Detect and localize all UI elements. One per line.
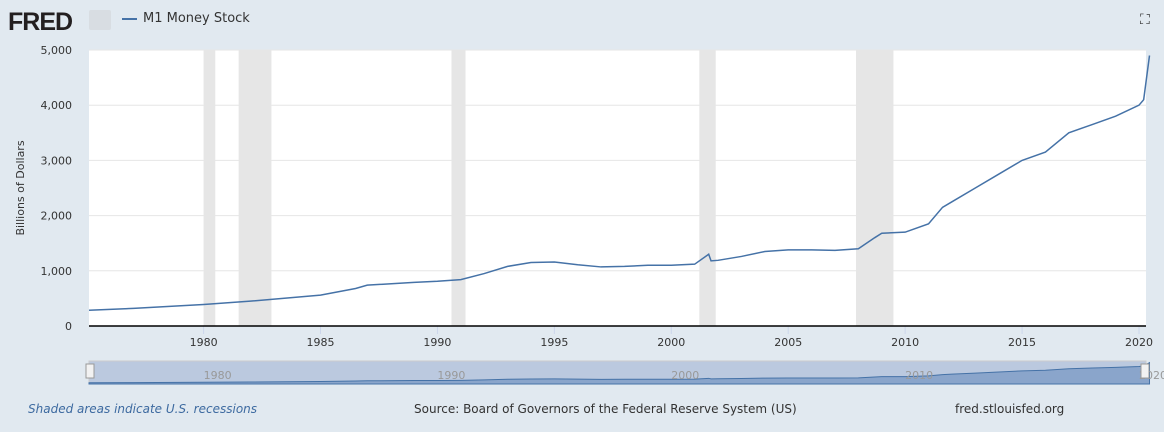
navigator-series	[88, 361, 1151, 385]
fullscreen-icon[interactable]: ⛶	[1140, 12, 1150, 28]
site-link[interactable]: fred.stlouisfed.org	[955, 402, 1065, 416]
chart-trend-icon	[89, 10, 111, 30]
x-tick-label: 2005	[774, 336, 802, 349]
legend-item[interactable]: M1 Money Stock	[122, 11, 250, 26]
y-axis-label: Billions of Dollars	[14, 140, 27, 235]
chart: 0 1,000 2,000 3,000 4,000 5,000 1980 1985 1990 19…	[14, 44, 1164, 385]
x-tick-label: 2015	[1008, 336, 1036, 349]
recession-band	[699, 50, 716, 326]
legend-label: M1 Money Stock	[143, 11, 250, 26]
navigator-handle[interactable]	[85, 363, 95, 379]
y-tick-label: 5,000	[41, 44, 73, 57]
navigator-label: 1990	[437, 369, 465, 382]
recession-band	[203, 50, 216, 326]
y-tick-label: 4,000	[41, 99, 73, 112]
source-text: Source: Board of Governors of the Federa…	[414, 402, 797, 416]
y-tick-label: 2,000	[41, 210, 73, 223]
fred-logo[interactable]: FRED	[8, 8, 73, 36]
x-tick-label: 1990	[423, 336, 451, 349]
x-tick-label: 1980	[190, 336, 218, 349]
y-tick-label: 3,000	[41, 154, 73, 167]
recession-note: Shaded areas indicate U.S. recessions	[28, 402, 258, 416]
navigator-handle[interactable]	[1140, 363, 1150, 379]
x-tick-label: 2020	[1125, 336, 1153, 349]
y-tick-label: 0	[65, 320, 72, 333]
x-tick-label: 2000	[657, 336, 685, 349]
y-tick-label: 1,000	[41, 265, 73, 278]
series-line	[88, 55, 1151, 312]
navigator-label: 1980	[204, 369, 232, 382]
recession-band	[856, 50, 894, 326]
x-tick-label: 1995	[540, 336, 568, 349]
legend-swatch	[122, 17, 137, 20]
x-tick-label: 2010	[891, 336, 919, 349]
navigator-label: 2010	[905, 369, 933, 382]
recession-band	[451, 50, 466, 326]
x-tick-label: 1985	[307, 336, 335, 349]
recession-band	[238, 50, 272, 326]
navigator-label: 2000	[671, 369, 699, 382]
